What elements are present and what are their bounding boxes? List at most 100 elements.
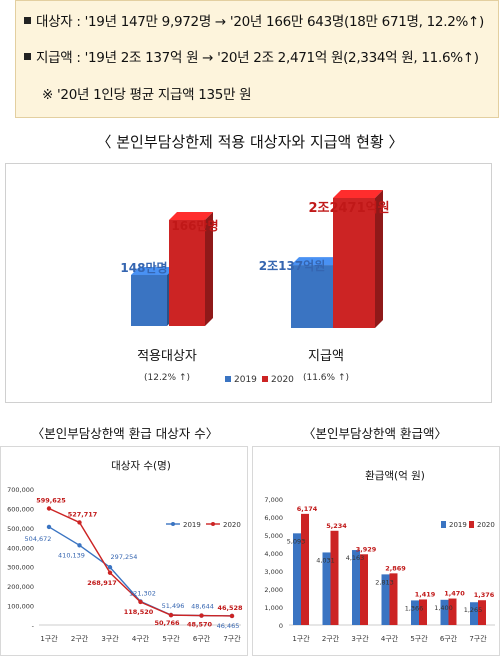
x-tick-label: 4구간 <box>132 634 150 643</box>
value-label: 2조2471억원 <box>308 201 389 216</box>
bar-side-face <box>375 190 383 328</box>
main-chart-box: 148만명 166만명 2조137억원 2조2471억원 적용대상자 (12.2% ↑) 지… <box>5 163 492 403</box>
data-point-2020 <box>46 506 52 511</box>
legend-swatch-2019 <box>225 376 231 382</box>
summary-line-payments: 지급액 : '19년 2조 137억 원 → '20년 2조 2,471억 원(… <box>24 46 479 66</box>
data-label-2020: 527,717 <box>68 510 98 518</box>
bar-2019 <box>411 600 419 625</box>
data-label-2019: 410,139 <box>58 551 85 559</box>
bar-2019-1 <box>291 265 333 328</box>
data-label-2019: 4,163 <box>346 554 365 562</box>
data-label-2019: 4,031 <box>316 556 335 564</box>
data-point-2020 <box>229 613 235 619</box>
bar-side-face <box>205 212 213 326</box>
data-label-2019: 1,400 <box>434 604 453 612</box>
bar-2020 <box>448 598 457 625</box>
right-panel: 환급액(억 원) 7,000 6,000 5,000 4,000 3,000 2,000 1,… <box>252 446 500 656</box>
data-label-2019: 297,254 <box>111 553 138 561</box>
bar-2020-1 <box>333 198 375 328</box>
category-sublabel: (12.2% ↑) <box>144 373 190 383</box>
category-label: 지급액 <box>308 349 344 364</box>
data-label-2020: 1,376 <box>474 591 495 599</box>
data-label-2020: 5,234 <box>326 522 347 530</box>
data-label-2019: 51,496 <box>162 602 185 610</box>
legend-swatch-2020 <box>262 376 268 382</box>
data-label-2020: 48,570 <box>187 621 213 629</box>
x-tick-label: 5구간 <box>162 634 180 643</box>
data-label-2019: 504,672 <box>25 535 52 543</box>
y-tick-label: 500,000 <box>7 525 34 533</box>
x-tick-label: 7구간 <box>469 634 487 643</box>
y-tick-label: 200,000 <box>7 583 34 591</box>
value-label: 148만명 <box>120 260 167 275</box>
x-tick-label: 2구간 <box>322 634 340 643</box>
chart-title: 대상자 수(명) <box>111 460 171 472</box>
data-label-2019: 46,465 <box>217 622 240 630</box>
bar-2020-0 <box>169 220 205 326</box>
x-tick-label: 6구간 <box>440 634 458 643</box>
data-label-2020: 3,929 <box>356 545 377 553</box>
legend-label-2019: 2019 <box>234 375 257 385</box>
main-chart-title: 〈 본인부담상한제 적용 대상자와 지급액 현황 〉 <box>96 133 404 151</box>
y-tick-label: 1,000 <box>264 604 283 612</box>
data-label-2020: 268,917 <box>87 579 117 587</box>
bar-2019 <box>381 574 390 625</box>
legend-label-2019: 2019 <box>183 521 201 529</box>
value-label: 2조137억원 <box>259 259 326 273</box>
legend-swatch-2020 <box>469 521 474 528</box>
data-label-2020: 46,528 <box>217 604 243 612</box>
bar-2020 <box>360 554 368 625</box>
data-point-2020 <box>77 520 82 525</box>
summary-line-2-text: 지급액 : '19년 2조 137억 원 → '20년 2조 2,471억 원(… <box>36 50 479 66</box>
bar-2019 <box>293 533 301 625</box>
summary-note: ※ '20년 1인당 평균 지급액 135만 원 <box>42 87 252 103</box>
data-label-2019: 1,265 <box>464 606 483 614</box>
x-tick-label: 2구간 <box>71 634 89 643</box>
y-tick-label: 7,000 <box>264 496 283 504</box>
summary-box: 대상자 : '19년 147만 9,972명 → '20년 166만 643명(… <box>15 0 499 118</box>
y-tick-label: 300,000 <box>7 564 34 572</box>
data-label-2019: 121,302 <box>129 589 156 597</box>
x-tick-label: 6구간 <box>193 634 211 643</box>
legend-label-2019: 2019 <box>449 521 467 529</box>
line-chart-recipients: 대상자 수(명) 700,000 600,000 500,000 400,000 300,… <box>7 460 243 643</box>
data-label-2020: 1,419 <box>415 590 436 598</box>
y-tick-label: 5,000 <box>264 532 283 540</box>
x-tick-label: 1구간 <box>40 634 58 643</box>
legend-label-2020: 2020 <box>271 375 294 385</box>
y-tick-label: 600,000 <box>7 505 34 513</box>
data-label-2020: 50,766 <box>154 619 180 627</box>
legend-marker-2019 <box>171 522 175 526</box>
data-label-2019: 1,366 <box>405 604 424 612</box>
square-bullet-icon <box>24 52 31 60</box>
bar-top-face <box>131 266 175 275</box>
y-tick-label: 3,000 <box>264 568 283 576</box>
bar-2020 <box>301 513 309 625</box>
data-label-2020: 599,625 <box>36 497 66 505</box>
y-tick-label: 6,000 <box>264 514 283 522</box>
x-tick-label: 1구간 <box>292 634 310 643</box>
y-tick-label: 0 <box>279 622 283 630</box>
bar-2019-0 <box>131 274 167 326</box>
category-label: 적용대상자 <box>137 349 197 364</box>
y-tick-label: 100,000 <box>7 603 34 611</box>
legend-marker-2020 <box>211 522 215 526</box>
x-tick-label: 3구간 <box>101 634 119 643</box>
data-point-2020 <box>168 612 174 618</box>
data-label-2020: 1,470 <box>444 590 465 598</box>
data-label-2020: 2,869 <box>385 564 406 572</box>
legend-label-2020: 2020 <box>477 521 495 529</box>
bar-2019 <box>440 599 449 625</box>
bar-2019 <box>322 552 331 625</box>
left-panel: 대상자 수(명) 700,000 600,000 500,000 400,000 300,… <box>0 446 248 656</box>
data-label-2020: 6,174 <box>297 505 318 513</box>
bar-2020 <box>330 530 339 625</box>
bar-top-face <box>291 257 341 266</box>
left-panel-title: 〈본인부담상한액 환급 대상자 수〉 <box>31 426 219 441</box>
bar-2019 <box>470 602 478 625</box>
x-tick-label: 7구간 <box>223 634 241 643</box>
bar-top-face <box>333 190 383 198</box>
bar-2020 <box>478 600 486 625</box>
legend-label-2020: 2020 <box>223 521 241 529</box>
y-tick-label: 2,000 <box>264 586 283 594</box>
